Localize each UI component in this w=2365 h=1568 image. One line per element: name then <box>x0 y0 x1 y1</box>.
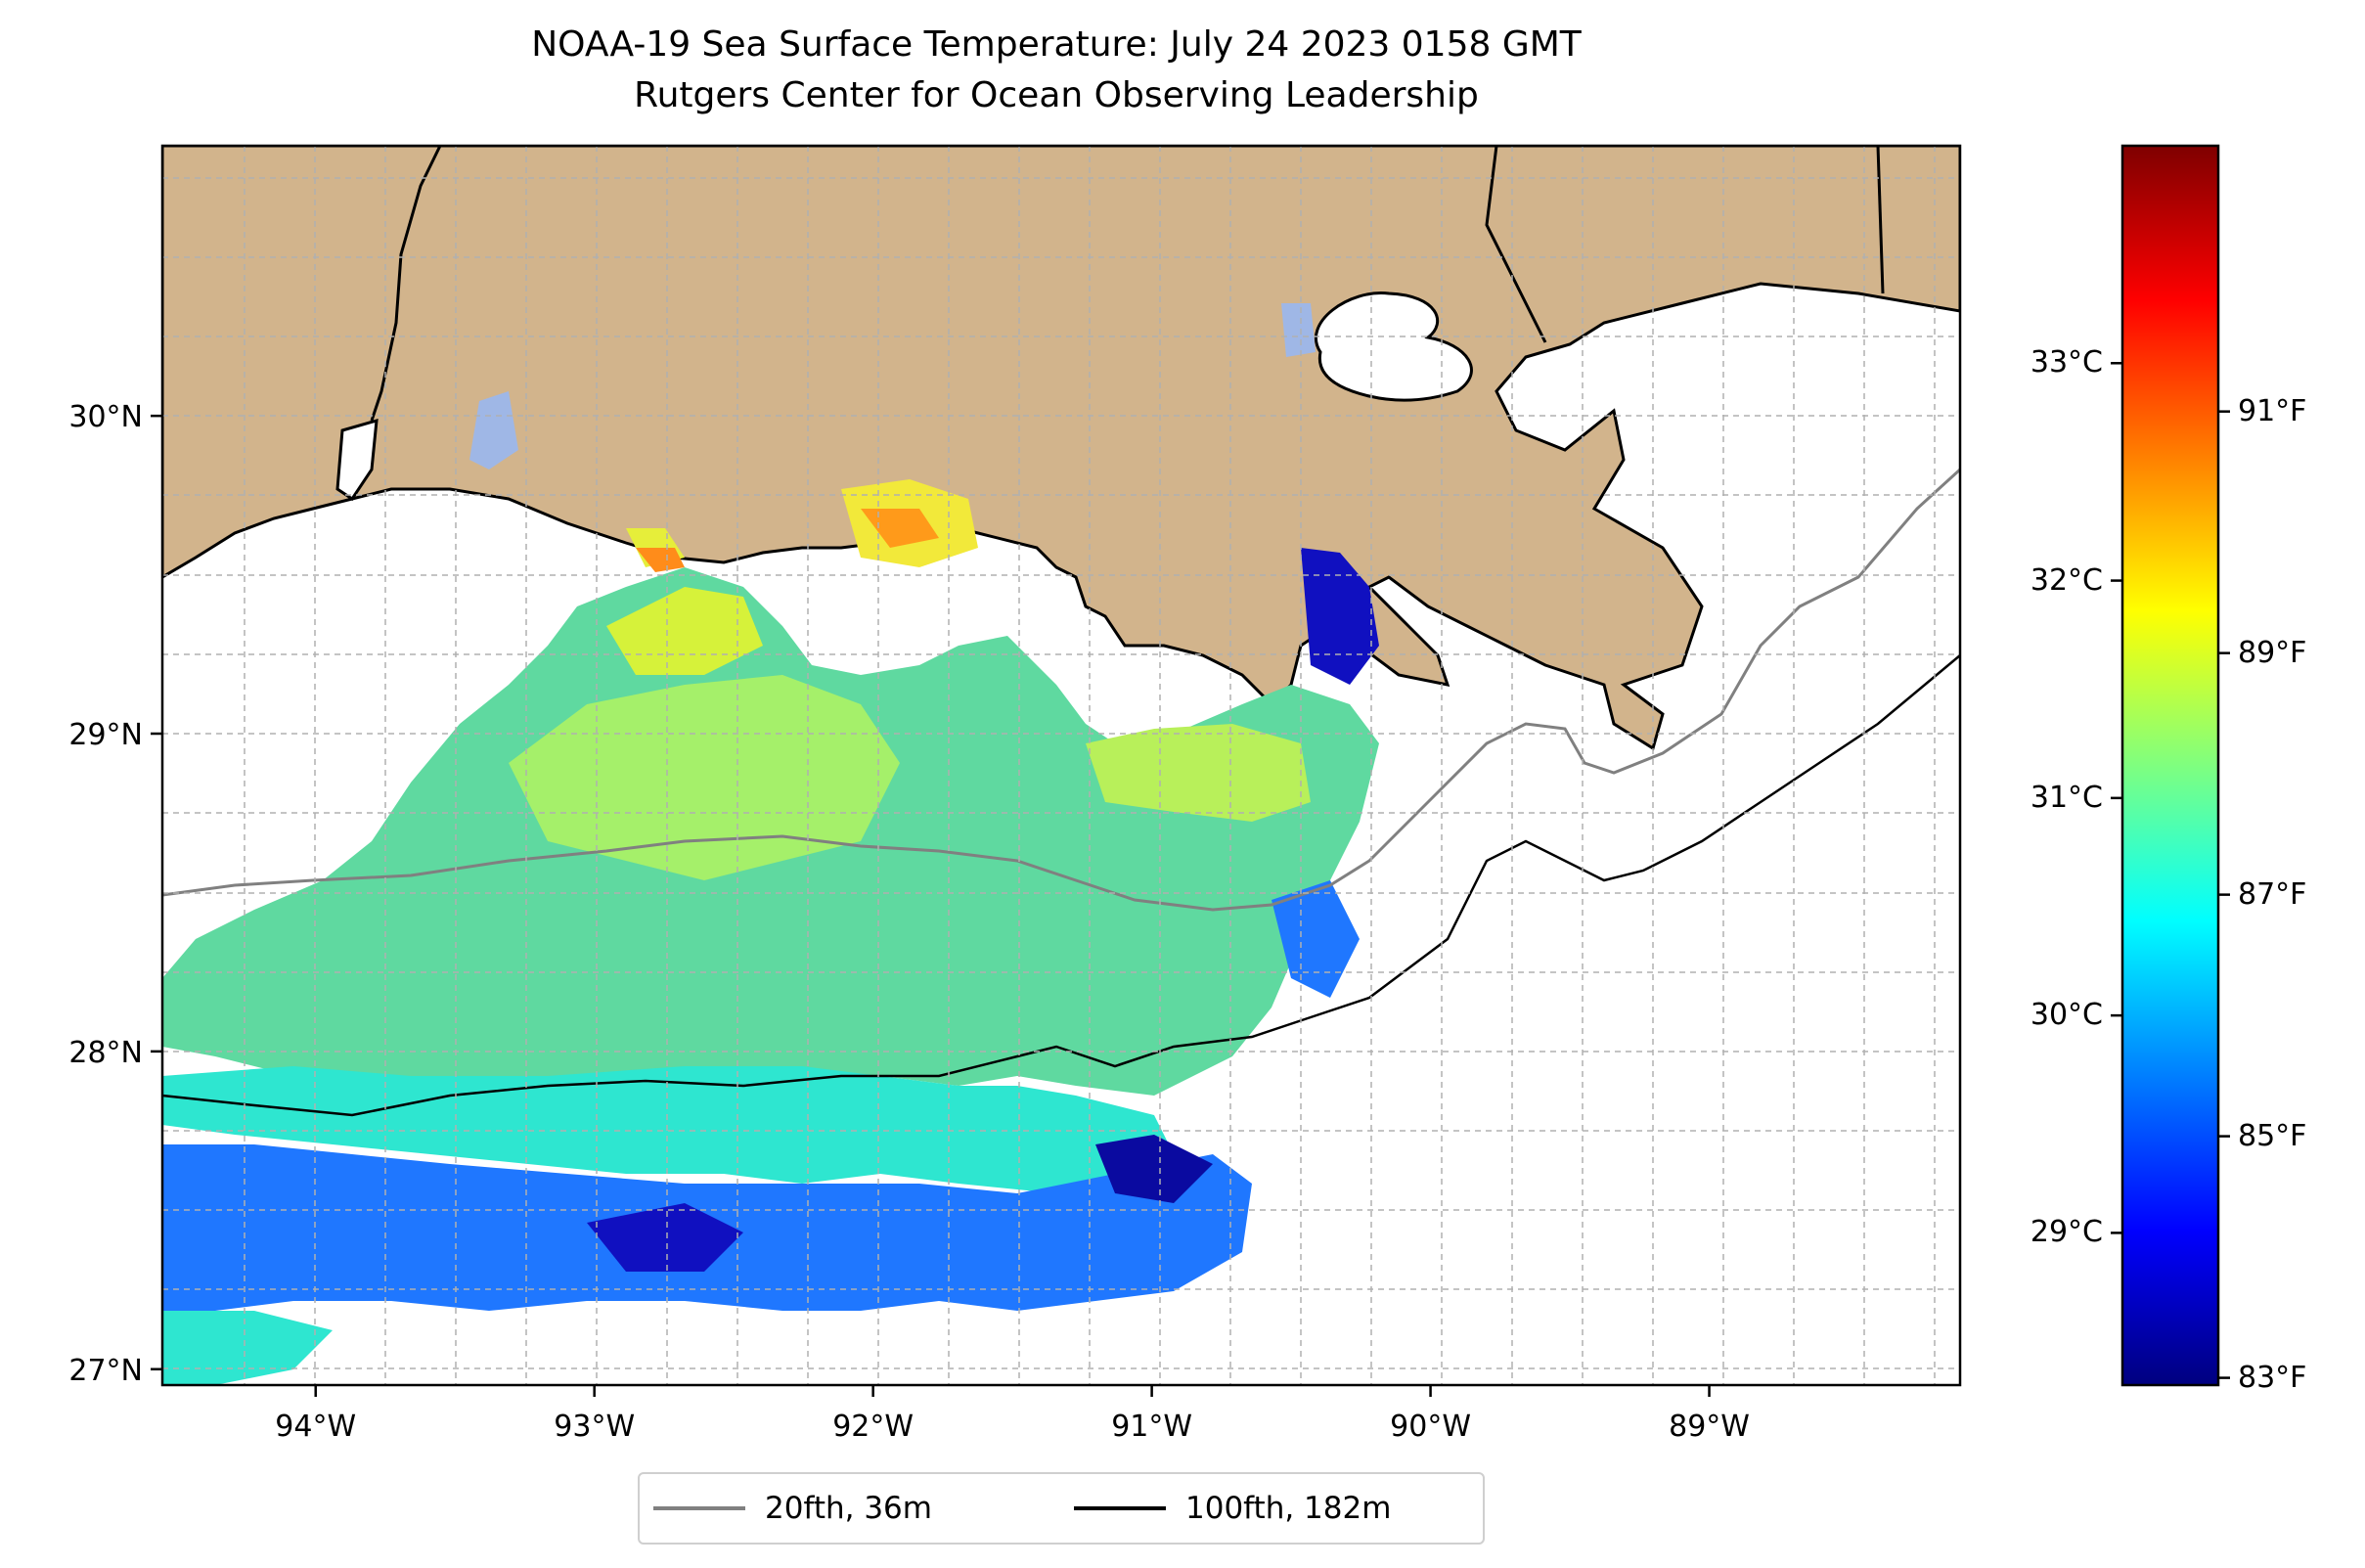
lat-tick-label: 30°N <box>68 400 143 434</box>
lat-tick-label: 28°N <box>68 1036 143 1070</box>
map-title: NOAA-19 Sea Surface Temperature: July 24… <box>531 24 1582 65</box>
lon-tick-label: 94°W <box>275 1410 356 1444</box>
longitude-axis: 94°W 93°W 92°W 91°W 90°W 89°W <box>275 1385 1750 1444</box>
colorbar-ticks <box>2111 362 2230 1379</box>
lat-tick-label: 29°N <box>68 718 143 752</box>
fahrenheit-tick-label: 87°F <box>2238 876 2307 912</box>
lat-tick-label: 27°N <box>68 1354 143 1388</box>
gridlines <box>162 146 1960 1385</box>
fahrenheit-tick-label: 85°F <box>2238 1118 2307 1153</box>
legend-item-100fth: 100fth, 182m <box>1074 1474 1391 1543</box>
lon-tick-label: 91°W <box>1111 1410 1192 1444</box>
map-frame <box>160 144 1962 1387</box>
legend-label-100fth: 100fth, 182m <box>1185 1491 1392 1526</box>
celsius-tick-label: 29°C <box>2030 1215 2103 1250</box>
lon-tick-label: 89°W <box>1669 1410 1750 1444</box>
legend-label-20fth: 20fth, 36m <box>765 1491 932 1526</box>
legend-swatch-20fth <box>653 1506 745 1510</box>
latitude-axis: 30°N 29°N 28°N 27°N <box>68 400 162 1388</box>
fahrenheit-tick-label: 83°F <box>2238 1360 2307 1395</box>
celsius-tick-label: 31°C <box>2030 780 2103 815</box>
celsius-tick-label: 32°C <box>2030 562 2103 598</box>
fahrenheit-tick-label: 89°F <box>2238 635 2307 670</box>
sst-data <box>162 303 1379 1385</box>
colorbar <box>2120 144 2220 1387</box>
legend-item-20fth: 20fth, 36m <box>653 1474 932 1543</box>
legend-swatch-100fth <box>1074 1506 1166 1510</box>
fahrenheit-tick-label: 91°F <box>2238 393 2307 428</box>
celsius-tick-label: 33°C <box>2030 345 2103 381</box>
celsius-tick-label: 30°C <box>2030 998 2103 1033</box>
lake-pontchartrain <box>1314 291 1473 402</box>
lon-tick-label: 93°W <box>554 1410 635 1444</box>
lon-tick-label: 92°W <box>832 1410 914 1444</box>
contour-100fth <box>162 654 1960 1117</box>
lon-tick-label: 90°W <box>1390 1410 1471 1444</box>
map-legend: 20fth, 36m 100fth, 182m <box>638 1472 1485 1545</box>
map-subtitle: Rutgers Center for Ocean Observing Leade… <box>634 75 1479 115</box>
state-border-east <box>1876 146 1885 294</box>
pearl-river <box>1485 146 1547 343</box>
sabine-lake <box>335 418 379 502</box>
river-border <box>370 146 442 422</box>
map-panel <box>162 146 1960 1385</box>
contour-20fth <box>162 468 1960 912</box>
